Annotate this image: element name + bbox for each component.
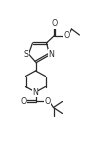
Text: O: O (44, 96, 51, 106)
Text: O: O (63, 31, 69, 40)
Text: N: N (32, 88, 38, 97)
Text: N: N (48, 49, 54, 58)
Text: S: S (24, 49, 29, 58)
Text: O: O (51, 19, 58, 28)
Text: O: O (20, 96, 27, 106)
